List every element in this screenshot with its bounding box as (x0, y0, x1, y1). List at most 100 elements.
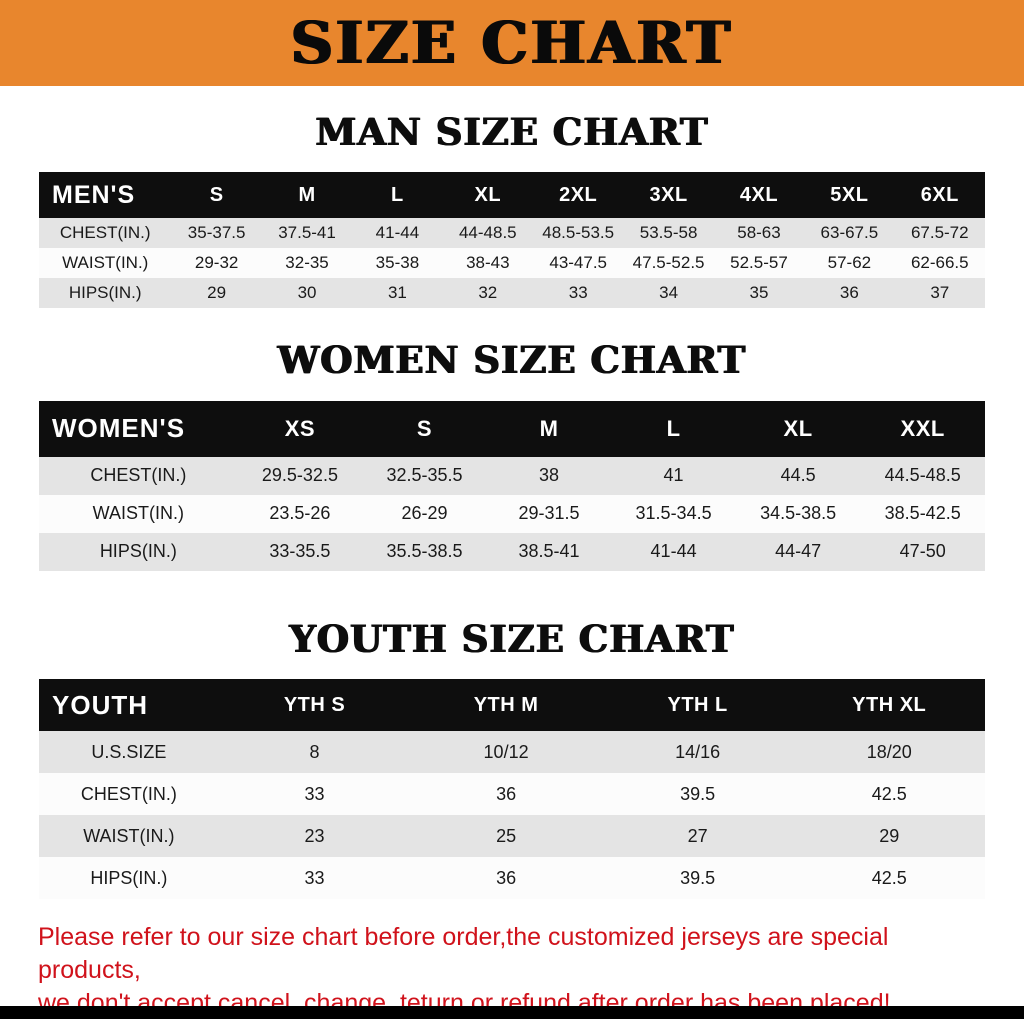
size-column-header: XS (237, 400, 363, 457)
youth-section-heading: YOUTH SIZE CHART (289, 616, 735, 661)
size-value-cell: 34 (623, 278, 714, 309)
table-title-cell: YOUTH (39, 679, 219, 732)
size-value-cell: 33 (218, 773, 411, 816)
table-header-row: MEN'S S M L XL 2XL 3XL 4XL 5XL 6XL (39, 172, 985, 219)
size-column-header: XL (735, 400, 861, 457)
size-value-cell: 32-35 (261, 248, 353, 279)
table-row: WAIST(IN.) 23.5-26 26-29 29-31.5 31.5-34.5 34… (39, 494, 985, 533)
size-column-header: S (171, 172, 262, 219)
size-value-cell: 67.5-72 (894, 218, 985, 249)
size-value-cell: 48.5-53.5 (533, 218, 624, 249)
table-row: HIPS(IN.) 29 30 31 32 33 34 35 36 37 (39, 278, 985, 309)
size-value-cell: 29-31.5 (486, 494, 612, 533)
size-column-header: L (611, 400, 736, 457)
youth-section: YOUTH SIZE CHART YOUTH YTH S YTH M YTH L YTH… (0, 616, 1024, 900)
size-value-cell: 44-48.5 (442, 218, 533, 249)
measure-label-cell: WAIST(IN.) (39, 494, 238, 533)
size-column-header: XXL (860, 400, 985, 457)
size-value-cell: 34.5-38.5 (735, 494, 861, 533)
size-value-cell: 36 (410, 857, 602, 900)
size-value-cell: 32 (442, 278, 533, 309)
men-table-wrap: MEN'S S M L XL 2XL 3XL 4XL 5XL 6XL CHEST(IN.) 35-37… (0, 172, 1024, 309)
table-row: HIPS(IN.) 33-35.5 35.5-38.5 38.5-41 41-44 44-… (39, 532, 985, 571)
table-row: CHEST(IN.) 35-37.5 37.5-41 41-44 44-48.5 48.5… (39, 218, 985, 249)
men-section: MAN SIZE CHART MEN'S S M L XL 2XL 3XL 4XL 5XL 6XL… (0, 110, 1024, 309)
size-value-cell: 33-35.5 (237, 532, 363, 571)
size-value-cell: 44-47 (735, 532, 861, 571)
size-value-cell: 41 (611, 456, 736, 495)
men-section-heading: MAN SIZE CHART (315, 110, 709, 154)
measure-label-cell: CHEST(IN.) (39, 456, 238, 495)
size-value-cell: 33 (533, 278, 624, 309)
women-size-table: WOMEN'S XS S M L XL XXL CHEST(IN.) 29.5-32.5 32.5… (39, 400, 985, 571)
size-value-cell: 23 (218, 815, 411, 858)
size-value-cell: 63-67.5 (804, 218, 895, 249)
size-value-cell: 30 (261, 278, 353, 309)
size-column-header: XL (442, 172, 533, 219)
size-value-cell: 43-47.5 (533, 248, 624, 279)
size-value-cell: 37.5-41 (261, 218, 353, 249)
table-row: U.S.SIZE 8 10/12 14/16 18/20 (39, 731, 985, 774)
women-table-wrap: WOMEN'S XS S M L XL XXL CHEST(IN.) 29.5-32.5 32.5… (0, 400, 1024, 571)
size-value-cell: 31.5-34.5 (611, 494, 736, 533)
size-column-header: 3XL (623, 172, 714, 219)
table-row: HIPS(IN.) 33 36 39.5 42.5 (39, 857, 985, 900)
size-value-cell: 18/20 (793, 731, 985, 774)
size-value-cell: 41-44 (352, 218, 443, 249)
size-value-cell: 32.5-35.5 (362, 456, 487, 495)
table-title-cell: WOMEN'S (39, 400, 238, 457)
size-value-cell: 44.5-48.5 (860, 456, 985, 495)
size-value-cell: 23.5-26 (237, 494, 363, 533)
size-value-cell: 38-43 (442, 248, 533, 279)
size-value-cell: 26-29 (362, 494, 487, 533)
size-column-header: YTH M (410, 679, 602, 732)
table-row: CHEST(IN.) 29.5-32.5 32.5-35.5 38 41 44.5 44.5… (39, 456, 985, 495)
women-section: WOMEN SIZE CHART WOMEN'S XS S M L XL XXL CHEST(… (0, 338, 1024, 571)
size-value-cell: 52.5-57 (713, 248, 805, 279)
youth-size-table: YOUTH YTH S YTH M YTH L YTH XL U.S.SIZE 8 10/12… (39, 679, 985, 900)
women-section-heading: WOMEN SIZE CHART (277, 338, 747, 383)
size-value-cell: 29.5-32.5 (237, 456, 363, 495)
men-size-table: MEN'S S M L XL 2XL 3XL 4XL 5XL 6XL CHEST(IN.) 35-37… (39, 172, 985, 309)
measure-label-cell: CHEST(IN.) (39, 773, 219, 816)
measure-label-cell: U.S.SIZE (39, 731, 219, 774)
size-value-cell: 35-37.5 (171, 218, 262, 249)
measure-label-cell: WAIST(IN.) (39, 815, 219, 858)
size-value-cell: 37 (894, 278, 985, 309)
size-value-cell: 38.5-41 (486, 532, 612, 571)
size-value-cell: 53.5-58 (623, 218, 714, 249)
size-column-header: YTH S (218, 679, 411, 732)
size-value-cell: 35.5-38.5 (362, 532, 487, 571)
size-value-cell: 14/16 (601, 731, 794, 774)
table-header-row: YOUTH YTH S YTH M YTH L YTH XL (39, 679, 985, 732)
youth-table-wrap: YOUTH YTH S YTH M YTH L YTH XL U.S.SIZE 8 10/12… (0, 679, 1024, 900)
size-value-cell: 38.5-42.5 (860, 494, 985, 533)
size-value-cell: 44.5 (735, 456, 861, 495)
size-value-cell: 38 (486, 456, 612, 495)
size-value-cell: 58-63 (713, 218, 805, 249)
size-column-header: YTH XL (793, 679, 985, 732)
size-value-cell: 35-38 (352, 248, 443, 279)
measure-label-cell: HIPS(IN.) (39, 278, 172, 309)
measure-label-cell: HIPS(IN.) (39, 857, 219, 900)
size-value-cell: 36 (804, 278, 895, 309)
size-column-header: 6XL (894, 172, 985, 219)
size-column-header: YTH L (601, 679, 794, 732)
size-chart-content: MAN SIZE CHART MEN'S S M L XL 2XL 3XL 4XL 5XL 6XL… (0, 110, 1024, 1020)
measure-label-cell: CHEST(IN.) (39, 218, 172, 249)
size-value-cell: 35 (713, 278, 805, 309)
size-column-header: L (352, 172, 443, 219)
size-value-cell: 42.5 (793, 773, 985, 816)
size-value-cell: 29-32 (171, 248, 262, 279)
size-value-cell: 8 (218, 731, 411, 774)
size-value-cell: 41-44 (611, 532, 736, 571)
measure-label-cell: HIPS(IN.) (39, 532, 238, 571)
size-value-cell: 39.5 (601, 857, 794, 900)
page-title: SIZE CHART (290, 9, 734, 77)
table-row: CHEST(IN.) 33 36 39.5 42.5 (39, 773, 985, 816)
size-value-cell: 57-62 (804, 248, 895, 279)
size-value-cell: 39.5 (601, 773, 794, 816)
table-row: WAIST(IN.) 29-32 32-35 35-38 38-43 43-47.5 47.… (39, 248, 985, 279)
size-column-header: M (486, 400, 612, 457)
